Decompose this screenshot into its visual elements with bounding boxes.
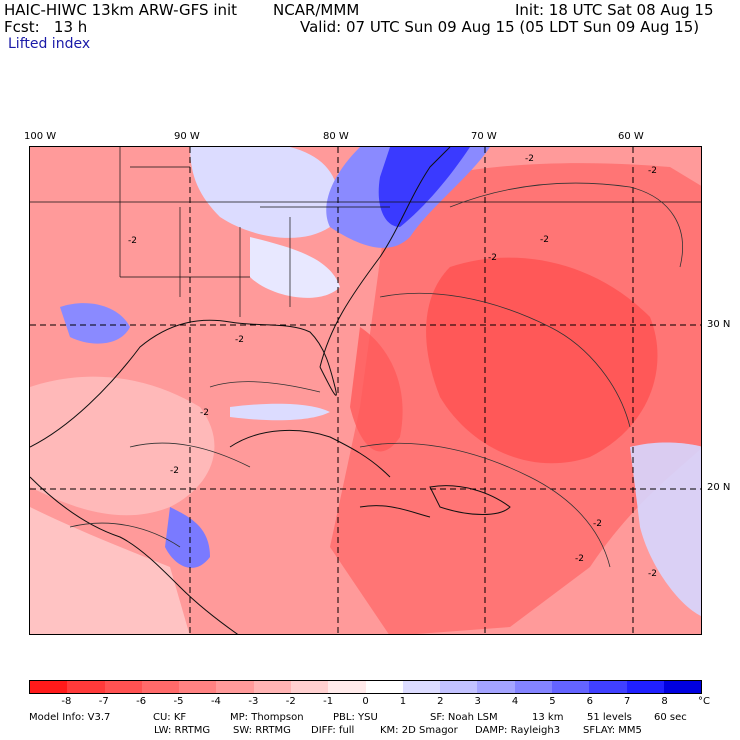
lon-label-70w: 70 W [471,131,497,142]
footer-levels: 51 levels [587,712,632,723]
colorbar-tick-label: -7 [98,696,109,707]
contour-label: -2 [128,236,137,246]
colorbar-swatch [663,681,702,693]
field-carolinas-strong-positive [378,147,470,227]
lon-label-100w: 100 W [24,131,57,142]
contour-label: -2 [540,235,549,245]
contour-label: -2 [170,466,179,476]
colorbar-swatch [290,681,329,693]
coastlines [30,147,511,634]
colorbar-tick-label: -8 [61,696,72,707]
colorbar-tick-label: 2 [437,696,444,707]
colorbar-tick-label: -2 [285,696,296,707]
contour-label: -2 [525,154,534,164]
map-field-svg: -2 -2 -2 -2 -2 -2 -2 -2 -2 -2 -2 [30,147,701,634]
lon-label-90w: 90 W [174,131,200,142]
colorbar-swatch [402,681,441,693]
colorbar-swatch [477,681,515,693]
contour-label: -2 [575,554,584,564]
contour-label: -2 [648,166,657,176]
colorbar-swatch [141,681,180,693]
forecast-hour: Fcst: 13 h [4,18,88,36]
init-time: Init: 18 UTC Sat 08 Aug 15 [515,1,714,19]
colorbar-tick-label: 5 [549,696,556,707]
colorbar-unit: °C [698,696,710,707]
contour-labels: -2 -2 -2 -2 -2 -2 -2 -2 -2 -2 -2 [128,154,657,579]
org-label: NCAR/MMM [273,1,360,19]
footer-resolution: 13 km [532,712,564,723]
colorbar-swatch [626,681,664,693]
model-title: HAIC-HIWC 13km ARW-GFS init [4,1,238,19]
colorbar-tick-label: 7 [624,696,631,707]
lon-label-80w: 80 W [323,131,349,142]
colorbar-tick-label: -3 [248,696,259,707]
field-florida-core [350,327,403,452]
colorbar-swatch [253,681,291,693]
colorbar-swatch [67,681,105,693]
colorbar-tick-label: 8 [661,696,668,707]
colorbar-swatch [589,681,627,693]
footer-damp: DAMP: Rayleigh3 [475,725,561,736]
field-name: Lifted index [8,36,91,52]
lifted-index-map: -2 -2 -2 -2 -2 -2 -2 -2 -2 -2 -2 [29,146,702,635]
contour-label: -2 [488,253,497,263]
field-gulf-light [30,376,215,516]
colorbar-swatch [365,681,403,693]
colorbar-swatch [328,681,366,693]
field-east-positive [630,442,701,616]
colorbar-swatch [30,681,68,693]
footer-model-info: Model Info: V3.7 [29,712,111,723]
footer-sw: SW: RRTMG [233,725,291,736]
contour-label: -2 [235,335,244,345]
lon-label-60w: 60 W [618,131,644,142]
footer-timestep: 60 sec [654,712,687,723]
colorbar-tick-label: 0 [362,696,369,707]
footer-sflay: SFLAY: MM5 [583,725,642,736]
contour-lines [69,182,683,568]
lat-label-20n: 20 N [707,482,731,493]
lat-label-30n: 30 N [707,319,731,330]
footer-cu: CU: KF [153,712,187,723]
colorbar-tick-label: 4 [511,696,519,707]
colorbar-tick-label: 3 [474,696,481,707]
field-mexico-light [30,507,190,634]
colorbar-tick-label: -6 [136,696,147,707]
colorbar-tick-label: 1 [399,696,407,707]
field-texas-positive [60,303,130,344]
footer-mp: MP: Thompson [230,712,304,723]
colorbar [29,680,702,694]
colorbar-swatch [440,681,478,693]
field-strong-negative-core [426,257,658,464]
contour-label: -2 [200,408,209,418]
footer-km: KM: 2D Smagor [380,725,458,736]
footer-sf: SF: Noah LSM [430,712,498,723]
field-southeast-positive [250,237,340,298]
colorbar-tick-label: -4 [210,696,221,707]
footer-lw: LW: RRTMG [154,725,211,736]
contour-label: -2 [648,569,657,579]
colorbar-swatch [551,681,590,693]
colorbar-swatch [179,681,217,693]
footer-pbl: PBL: YSU [333,712,378,723]
footer-diff: DIFF: full [311,725,355,736]
field-central-america-positive [165,507,210,568]
colorbar-tick-label: -5 [173,696,184,707]
field-ohio-valley-positive [190,147,338,238]
lat-lon-grid [30,147,701,634]
political-borders [30,147,701,317]
colorbar-swatch [104,681,142,693]
colorbar-tick-label: -1 [323,696,334,707]
valid-time: Valid: 07 UTC Sun 09 Aug 15 (05 LDT Sun … [300,18,700,36]
colorbar-tick-label: 6 [586,696,594,707]
field-gulf-streak-positive [230,403,330,421]
colorbar-swatch [514,681,552,693]
colorbar-swatch [216,681,254,693]
contour-label: -2 [593,519,602,529]
